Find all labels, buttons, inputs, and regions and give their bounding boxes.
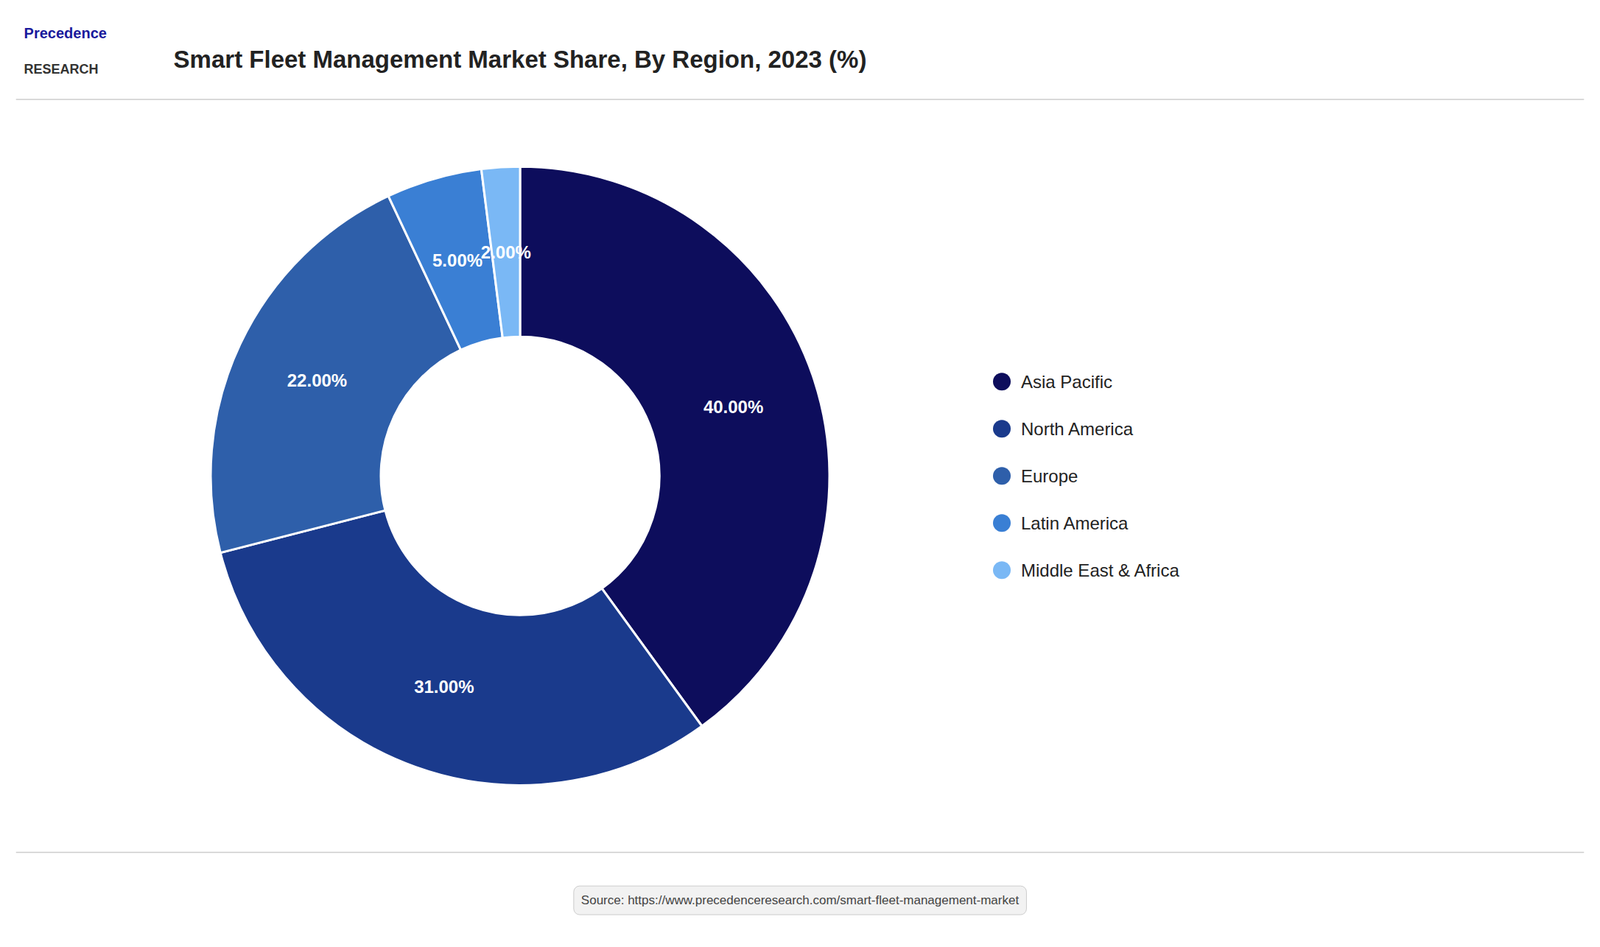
legend-label: Europe [1020, 466, 1078, 487]
source-text: Source: https://www.precedenceresearch.c… [581, 893, 1020, 908]
legend-item: Middle East & Africa [993, 560, 1180, 581]
legend-marker [993, 561, 1011, 580]
legend-marker [993, 467, 1011, 485]
legend-item: North America [993, 419, 1134, 440]
source: Source: https://www.precedenceresearch.c… [573, 886, 1027, 915]
title: Smart Fleet Management Market Share, By … [173, 45, 868, 73]
donut [210, 166, 830, 786]
data-labels: 40.00% 31.00% 22.00% 5.00%2.00% [287, 242, 764, 697]
legend-item: Latin America [993, 513, 1129, 534]
legend-marker [993, 419, 1011, 438]
logo-text: Precedence [24, 25, 107, 42]
legend-label: Latin America [1020, 513, 1129, 534]
legend-item: Europe [993, 466, 1078, 487]
legend: Asia Pacific North America Europe Latin Ame… [993, 372, 1180, 581]
legend-item: Asia Pacific [993, 372, 1113, 392]
legend-marker [993, 514, 1011, 532]
legend-marker [993, 372, 1011, 391]
border-line-bottom [16, 852, 1585, 854]
data-label: 22.00% [287, 370, 347, 391]
data-label: 40.00% [703, 397, 764, 417]
legend-label: Middle East & Africa [1020, 560, 1180, 581]
chart: Smart Fleet Management Market Share, By … [0, 0, 1600, 947]
data-label: 31.00% [413, 676, 474, 697]
legend-label: Asia Pacific [1020, 372, 1113, 392]
border-line-top [16, 98, 1585, 101]
slice [220, 510, 703, 786]
data-label: 2.00% [481, 242, 532, 263]
source-box [573, 886, 1027, 915]
logo-subtext: RESEARCH [24, 61, 99, 77]
data-label: 5.00% [432, 250, 483, 271]
legend-label: North America [1020, 419, 1134, 440]
